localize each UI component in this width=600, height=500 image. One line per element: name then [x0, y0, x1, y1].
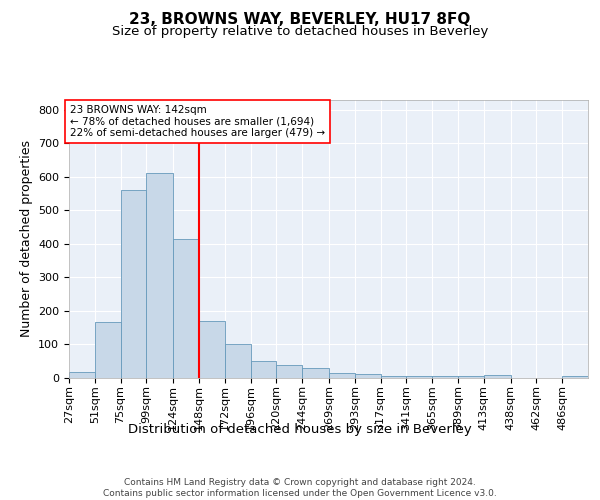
Bar	[146, 173, 173, 378]
Bar	[173, 239, 199, 378]
Bar	[225, 344, 251, 378]
Text: 23 BROWNS WAY: 142sqm
← 78% of detached houses are smaller (1,694)
22% of semi-d: 23 BROWNS WAY: 142sqm ← 78% of detached …	[70, 105, 325, 138]
Bar	[329, 374, 355, 378]
Bar	[355, 374, 380, 378]
Text: Contains HM Land Registry data © Crown copyright and database right 2024.
Contai: Contains HM Land Registry data © Crown c…	[103, 478, 497, 498]
Bar	[277, 365, 302, 378]
Bar	[302, 368, 329, 378]
Bar	[95, 322, 121, 378]
Text: Distribution of detached houses by size in Beverley: Distribution of detached houses by size …	[128, 422, 472, 436]
Bar	[406, 376, 432, 378]
Bar	[380, 376, 406, 378]
Bar	[562, 376, 588, 378]
Bar	[484, 376, 511, 378]
Bar	[251, 361, 277, 378]
Text: Size of property relative to detached houses in Beverley: Size of property relative to detached ho…	[112, 25, 488, 38]
Bar	[69, 372, 95, 378]
Bar	[199, 320, 225, 378]
Bar	[121, 190, 146, 378]
Y-axis label: Number of detached properties: Number of detached properties	[20, 140, 32, 337]
Bar	[458, 376, 484, 378]
Bar	[432, 376, 458, 378]
Text: 23, BROWNS WAY, BEVERLEY, HU17 8FQ: 23, BROWNS WAY, BEVERLEY, HU17 8FQ	[130, 12, 470, 28]
